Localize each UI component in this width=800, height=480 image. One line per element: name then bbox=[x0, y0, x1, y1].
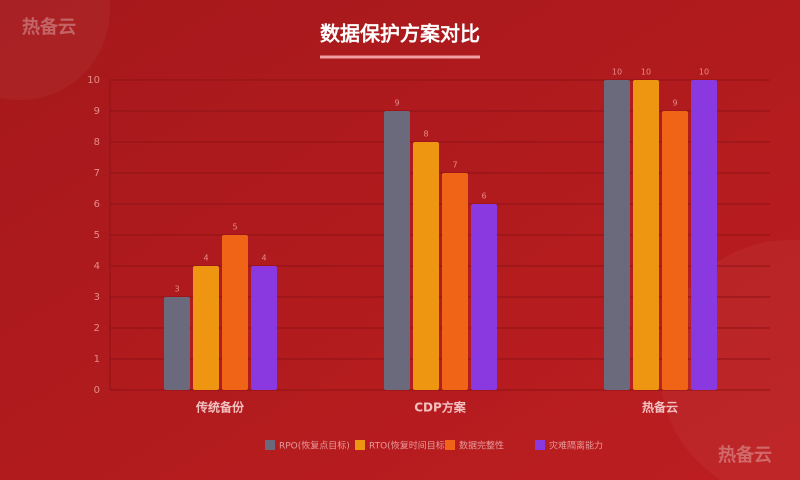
watermark: 热备云 bbox=[22, 16, 76, 38]
y-tick-label: 3 bbox=[94, 292, 100, 303]
chart-title: 数据保护方案对比 bbox=[320, 22, 480, 46]
x-tick-label: 传统备份 bbox=[195, 400, 245, 415]
bar bbox=[604, 80, 630, 390]
bar bbox=[222, 235, 248, 390]
value-label: 9 bbox=[672, 99, 677, 108]
value-label: 8 bbox=[423, 130, 428, 139]
legend-swatch bbox=[355, 440, 365, 450]
value-label: 3 bbox=[174, 285, 179, 294]
value-label: 10 bbox=[641, 68, 651, 77]
decor bbox=[0, 0, 110, 100]
y-tick-label: 1 bbox=[94, 354, 100, 365]
bar bbox=[413, 142, 439, 390]
legend-swatch bbox=[535, 440, 545, 450]
bar bbox=[662, 111, 688, 390]
bar bbox=[633, 80, 659, 390]
legend-label: 灾难隔离能力 bbox=[549, 440, 603, 452]
bar bbox=[193, 266, 219, 390]
x-tick-label: CDP方案 bbox=[414, 400, 467, 415]
legend-label: RTO(恢复时间目标) bbox=[369, 440, 448, 452]
y-tick-label: 10 bbox=[87, 75, 100, 86]
bar bbox=[691, 80, 717, 390]
value-label: 10 bbox=[699, 68, 709, 77]
bar bbox=[384, 111, 410, 390]
bar bbox=[164, 297, 190, 390]
watermark: 热备云 bbox=[718, 444, 772, 466]
y-tick-label: 8 bbox=[94, 137, 100, 148]
y-tick-label: 4 bbox=[94, 261, 100, 272]
y-tick-label: 7 bbox=[94, 168, 100, 179]
value-label: 5 bbox=[232, 223, 237, 232]
y-tick-label: 2 bbox=[94, 323, 100, 334]
legend-label: RPO(恢复点目标) bbox=[279, 440, 350, 452]
bar bbox=[471, 204, 497, 390]
value-label: 9 bbox=[394, 99, 399, 108]
x-tick-label: 热备云 bbox=[642, 400, 678, 415]
legend-swatch bbox=[445, 440, 455, 450]
bar bbox=[442, 173, 468, 390]
y-tick-label: 9 bbox=[94, 106, 100, 117]
value-label: 6 bbox=[481, 192, 486, 201]
value-label: 7 bbox=[452, 161, 457, 170]
bar bbox=[251, 266, 277, 390]
y-tick-label: 6 bbox=[94, 199, 100, 210]
legend-swatch bbox=[265, 440, 275, 450]
value-label: 4 bbox=[203, 254, 208, 263]
value-label: 4 bbox=[261, 254, 266, 263]
y-tick-label: 5 bbox=[94, 230, 100, 241]
legend-label: 数据完整性 bbox=[459, 440, 504, 452]
y-tick-label: 0 bbox=[94, 385, 100, 396]
value-label: 10 bbox=[612, 68, 622, 77]
